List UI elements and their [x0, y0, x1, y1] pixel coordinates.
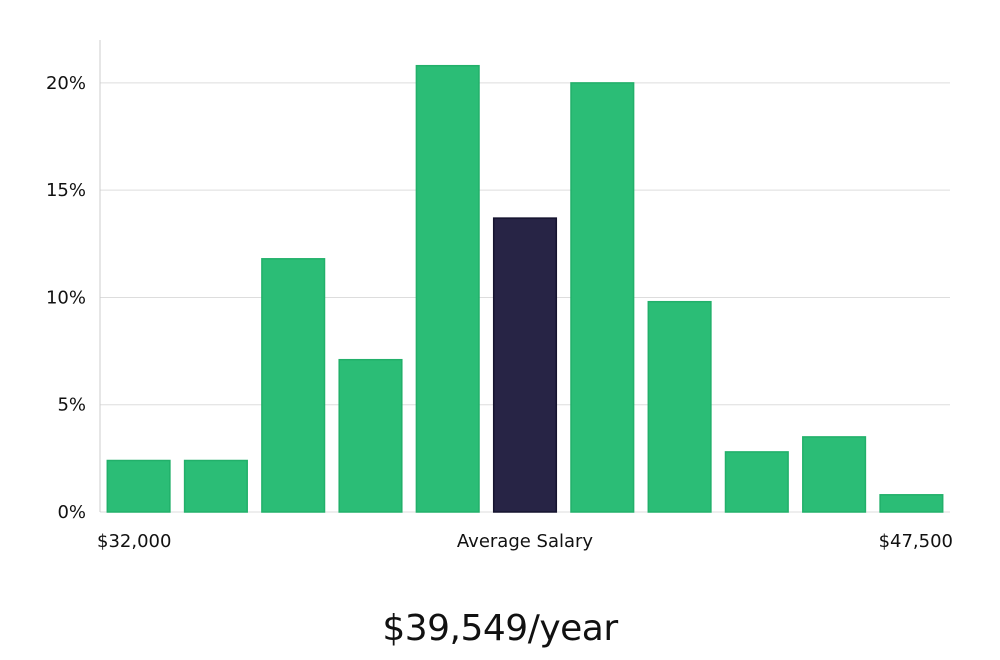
- y-tick-label: 5%: [57, 395, 86, 416]
- bars: [106, 64, 944, 513]
- bar: [724, 451, 789, 513]
- x-label-min: $32,000: [97, 531, 171, 552]
- bar: [261, 258, 326, 513]
- y-tick-label: 15%: [46, 180, 86, 201]
- y-tick-label: 0%: [57, 502, 86, 523]
- salary-histogram: 0% 5% 10% 15% 20% $32,000 Average Salary $47…: [46, 40, 953, 552]
- bar: [570, 82, 635, 513]
- average-salary-value: $39,549/year: [382, 608, 618, 649]
- bar: [338, 358, 403, 513]
- x-label-average: Average Salary: [457, 531, 594, 552]
- bar: [415, 64, 480, 513]
- bar-average: [492, 217, 558, 513]
- bar: [183, 459, 248, 513]
- bar: [647, 300, 712, 513]
- bar: [879, 494, 944, 513]
- y-tick-label: 20%: [46, 73, 86, 94]
- x-label-max: $47,500: [879, 531, 953, 552]
- y-tick-label: 10%: [46, 287, 86, 308]
- bar: [802, 436, 867, 513]
- y-axis-ticks: 0% 5% 10% 15% 20%: [46, 73, 86, 523]
- bar: [106, 459, 171, 513]
